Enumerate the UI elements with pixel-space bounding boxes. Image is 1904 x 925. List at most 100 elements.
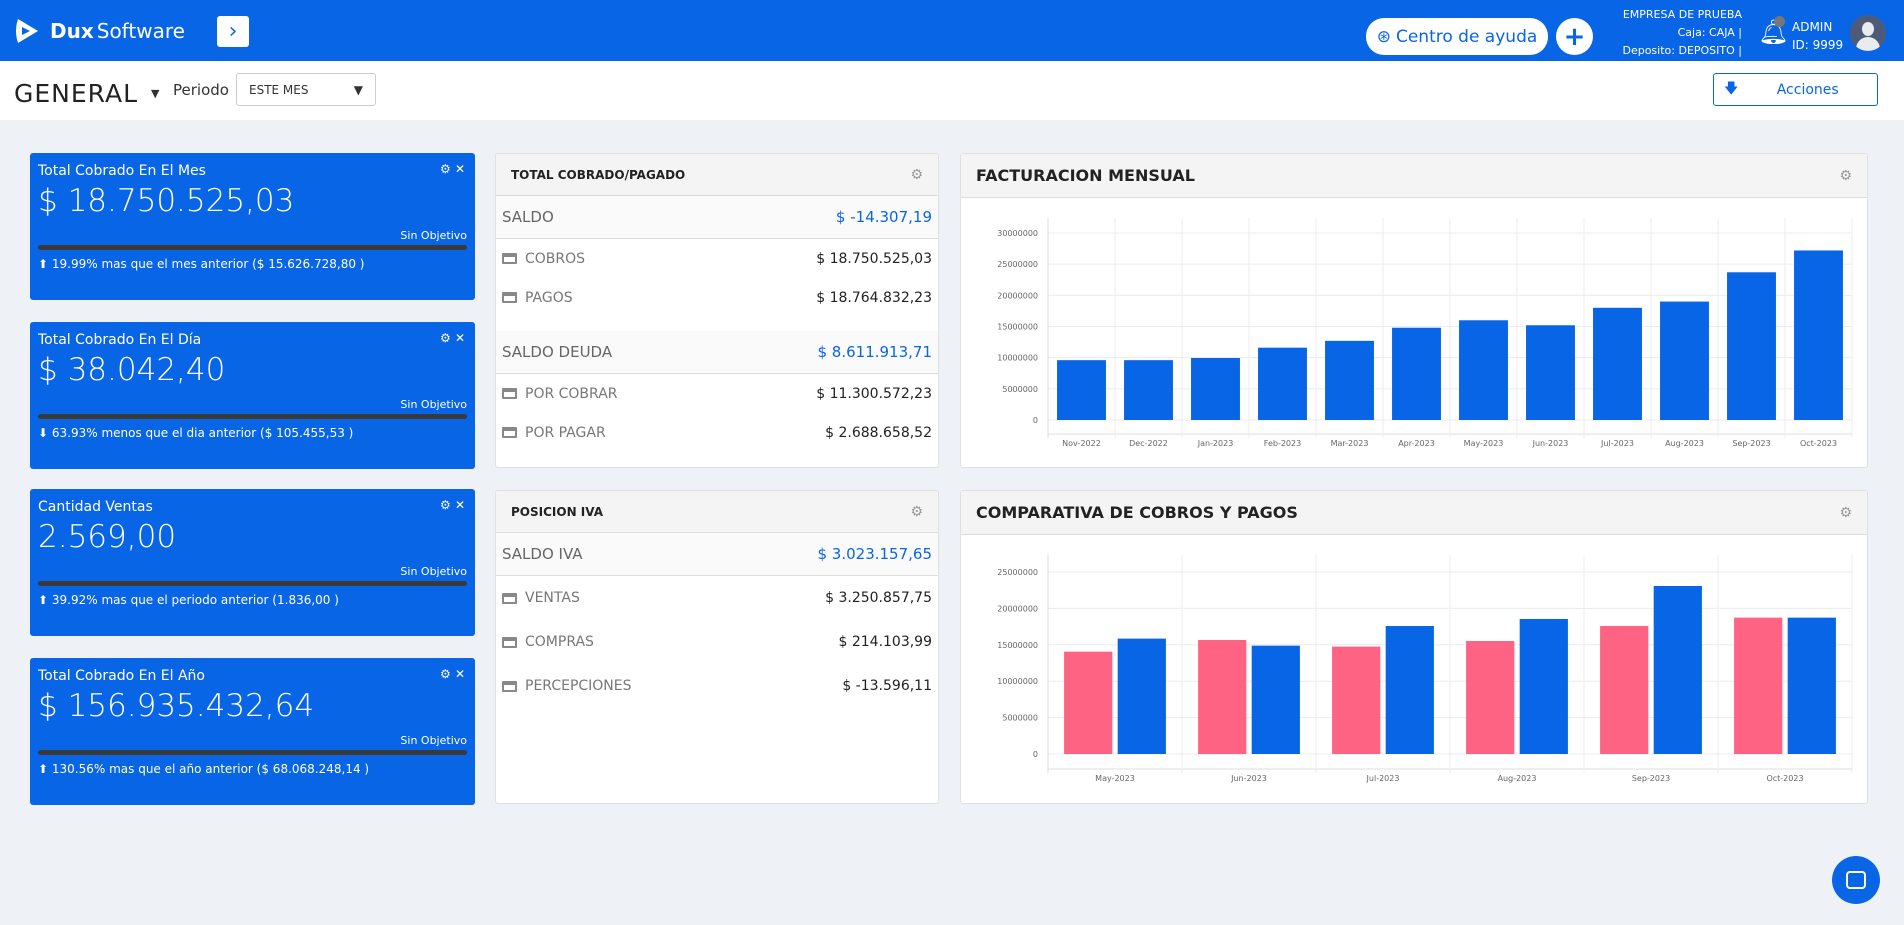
kpi-card: Total Cobrado En El Día ⚙ ✕ $ 38.042,40 … [30,322,475,469]
x-tick-label: Apr-2023 [1398,439,1435,448]
bar-facturacion [1526,325,1575,420]
x-tick-label: Sep-2023 [1732,439,1770,448]
kpi-objective: Sin Objetivo [400,734,467,747]
compras-value: $ 214.103,99 [838,634,932,650]
caret-down-icon[interactable]: ▼ [151,87,160,100]
close-icon[interactable]: ✕ [454,331,465,345]
dashboard-selector[interactable]: GENERAL [14,79,139,108]
brand-logo[interactable]: Dux Software [12,14,185,48]
y-tick-label: 15000000 [997,641,1038,650]
x-tick-label: May-2023 [1464,439,1504,448]
bar-facturacion [1258,347,1307,420]
close-icon[interactable]: ✕ [454,162,465,176]
pagos-label: PAGOS [525,289,573,306]
caret-down-icon: ▼ [353,83,363,97]
gear-icon[interactable]: ⚙ [439,162,451,176]
user-avatar[interactable] [1850,15,1886,51]
pagos-row: PAGOS $ 18.764.832,23 [496,278,938,317]
por-cobrar-label: POR COBRAR [525,385,618,402]
kpi-progress-bar [38,245,467,250]
chat-icon [1846,871,1866,889]
kpi-comparison: 19.99% mas que el mes anterior ($ 15.626… [51,257,365,271]
bar-pagos [1600,626,1649,754]
x-tick-label: Jul-2023 [1366,774,1400,783]
gear-icon[interactable]: ⚙ [910,503,923,520]
arrow-down-icon: 🡇 [1724,80,1739,97]
saldo-iva-value: $ 3.023.157,65 [817,545,932,563]
bar-facturacion [1660,301,1709,420]
kpi-progress-bar [38,581,467,586]
chat-support-button[interactable] [1832,856,1880,904]
add-button[interactable]: + [1556,18,1593,55]
credit-card-icon [502,680,517,692]
y-tick-label: 20000000 [997,604,1038,613]
lifebuoy-icon: ⊛ [1376,26,1391,47]
bar-facturacion [1124,360,1173,420]
user-name: ADMIN [1792,20,1833,34]
gear-icon[interactable]: ⚙ [1839,167,1852,184]
saldo-deuda-label: SALDO DEUDA [502,343,613,361]
plus-icon: + [1563,21,1586,52]
kpi-comparison: 130.56% mas que el año anterior ($ 68.06… [51,762,370,776]
saldo-row: SALDO $ -14.307,19 [496,196,938,239]
chart-title: COMPARATIVA DE COBROS Y PAGOS [976,503,1298,522]
gear-icon[interactable]: ⚙ [910,166,923,183]
deposito-label: Deposito: DEPOSITO | [1622,44,1742,57]
bar-pagos [1332,646,1381,754]
por-pagar-label: POR PAGAR [525,424,606,441]
notifications-bell-icon[interactable]: 🔔︎ [1758,16,1789,46]
bar-facturacion [1727,272,1776,420]
notification-dot [1774,16,1785,27]
y-tick-label: 5000000 [1002,385,1038,394]
por-pagar-value: $ 2.688.658,52 [825,424,932,441]
y-tick-label: 10000000 [997,677,1038,686]
acciones-button[interactable]: 🡇 Acciones [1713,73,1878,106]
dux-logo-icon [16,19,38,43]
chart-title: FACTURACION MENSUAL [976,166,1195,185]
saldo-value: $ -14.307,19 [835,208,932,226]
periodo-select[interactable]: ESTE MES ▼ [236,73,376,106]
credit-card-icon [502,592,517,604]
kpi-title: Total Cobrado En El Año [38,668,205,684]
periodo-label: Periodo [173,81,229,99]
close-icon[interactable]: ✕ [454,667,465,681]
credit-card-icon [502,636,517,648]
arrow-circle-up-icon: ⬆ [38,257,49,271]
x-tick-label: Jul-2023 [1600,439,1634,448]
kpi-progress-bar [38,414,467,419]
brand-bold: Dux [50,19,94,43]
kpi-objective: Sin Objetivo [400,229,467,242]
por-cobrar-value: $ 11.300.572,23 [816,385,932,402]
gear-icon[interactable]: ⚙ [439,331,451,345]
arrow-circle-up-icon: ⬆ [38,593,49,607]
bar-cobros [1385,626,1434,754]
y-tick-label: 5000000 [1002,714,1038,723]
sub-header [0,61,1904,120]
x-tick-label: Sep-2023 [1632,774,1670,783]
saldo-deuda-value: $ 8.611.913,71 [817,343,932,361]
bar-facturacion [1325,340,1374,420]
por-cobrar-row: POR COBRAR $ 11.300.572,23 [496,374,938,413]
kpi-card: Cantidad Ventas ⚙ ✕ 2.569,00 Sin Objetiv… [30,489,475,636]
y-tick-label: 0 [1033,416,1038,425]
x-tick-label: Oct-2023 [1766,774,1803,783]
bar-facturacion [1392,327,1441,420]
percepciones-label: PERCEPCIONES [525,678,632,694]
saldo-deuda-row: SALDO DEUDA $ 8.611.913,71 [496,331,938,374]
help-center-button[interactable]: ⊛ Centro de ayuda [1366,18,1548,55]
gear-icon[interactable]: ⚙ [439,667,451,681]
kpi-title: Total Cobrado En El Mes [38,163,206,179]
sidebar-toggle-button[interactable]: › [217,16,249,47]
close-icon[interactable]: ✕ [454,498,465,512]
brand-light: Software [96,19,185,43]
x-tick-label: Nov-2022 [1062,439,1101,448]
y-tick-label: 20000000 [997,291,1038,300]
gear-icon[interactable]: ⚙ [1839,504,1852,521]
ventas-value: $ 3.250.857,75 [825,590,932,606]
bar-facturacion [1057,360,1106,420]
credit-card-icon [502,253,517,264]
x-tick-label: Oct-2023 [1800,439,1837,448]
gear-icon[interactable]: ⚙ [439,498,451,512]
bar-facturacion [1794,250,1843,420]
saldo-iva-row: SALDO IVA $ 3.023.157,65 [496,533,938,576]
